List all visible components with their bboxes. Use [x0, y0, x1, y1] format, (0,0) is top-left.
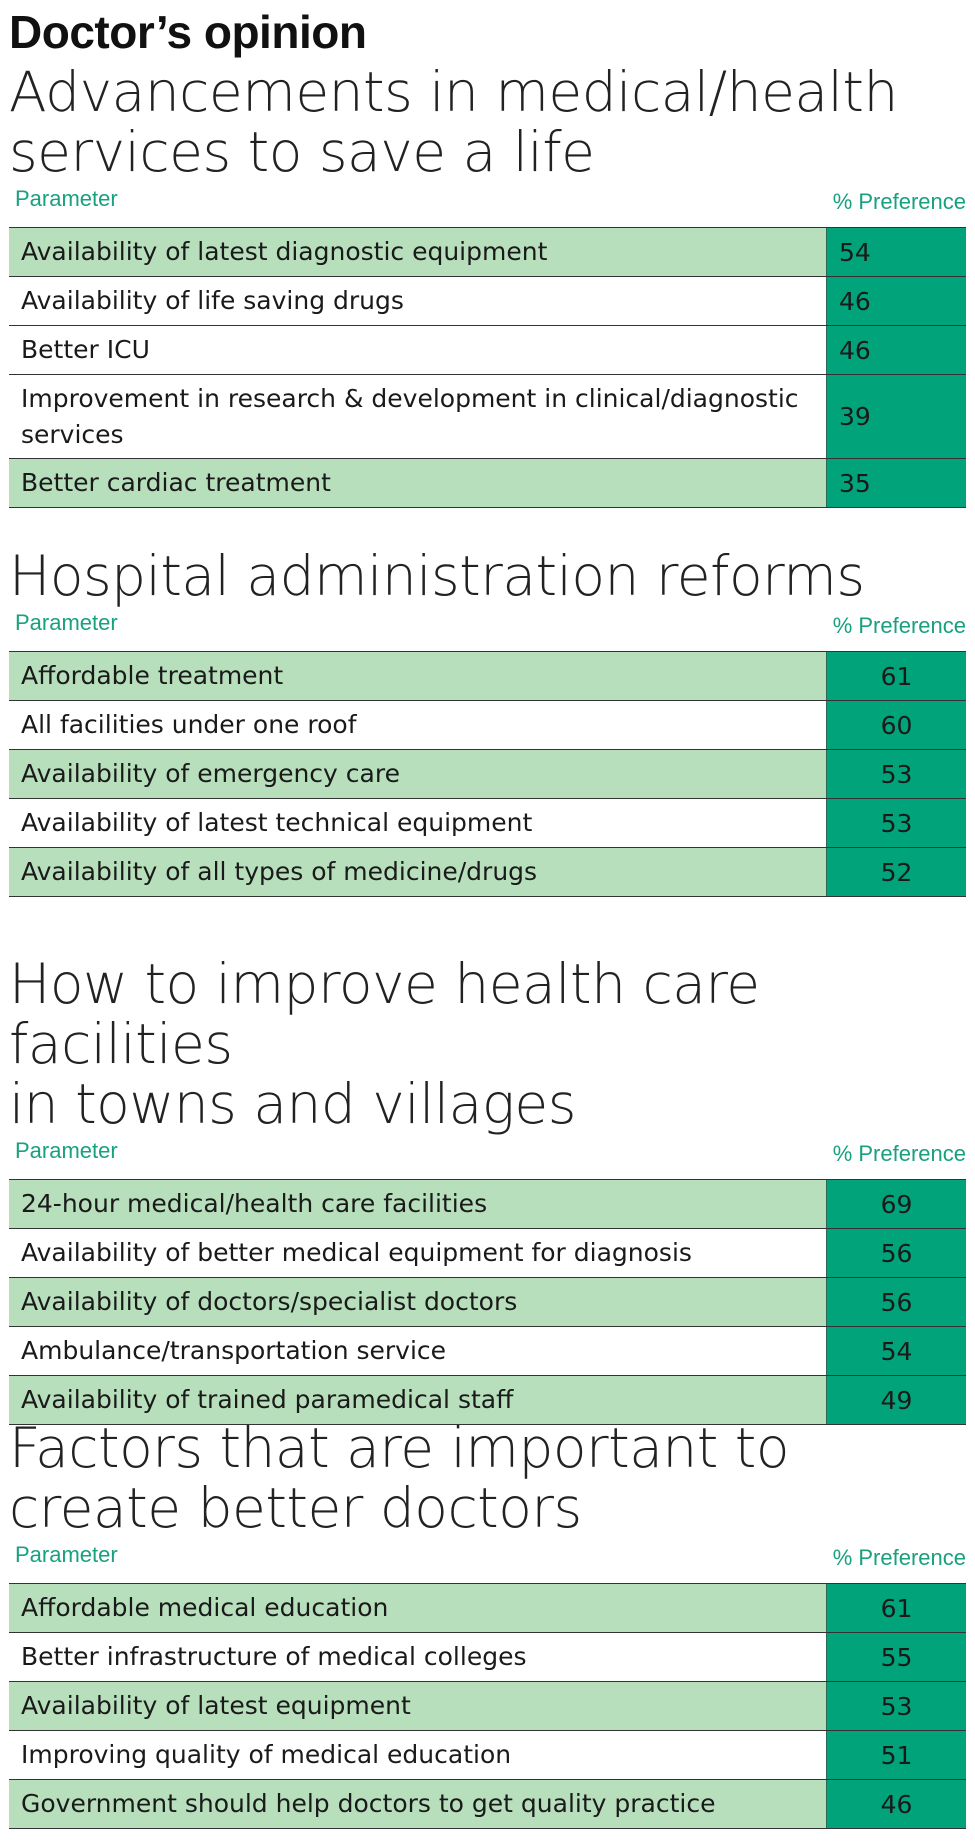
row-value: 51	[826, 1731, 966, 1779]
table-body: Affordable treatment 61 All facilities u…	[9, 651, 966, 897]
row-label: Availability of latest equipment	[9, 1682, 826, 1730]
row-value: 39	[826, 375, 966, 458]
table-section: Factors that are important to create bet…	[9, 1418, 966, 1829]
table-section: How to improve health care facilities in…	[9, 954, 966, 1425]
table-row: Improving quality of medical education 5…	[9, 1731, 966, 1780]
row-value: 61	[826, 1584, 966, 1632]
table-body: 24-hour medical/health care facilities 6…	[9, 1179, 966, 1425]
row-label: Availability of all types of medicine/dr…	[9, 848, 826, 896]
row-label: Better cardiac treatment	[9, 459, 826, 507]
section-title: Advancements in medical/health services …	[9, 60, 898, 184]
row-label: Ambulance/transportation service	[21, 1336, 447, 1365]
row-value: 55	[826, 1633, 966, 1681]
table-row: Availability of latest technical equipme…	[9, 799, 966, 848]
row-value: 35	[826, 459, 966, 507]
row-value: 54	[826, 1327, 966, 1375]
row-value: 46	[826, 1780, 966, 1828]
section-title: Hospital administration reforms	[9, 544, 865, 608]
table-row: Better infrastructure of medical college…	[9, 1633, 966, 1682]
table-row: Availability of trained paramedical staf…	[9, 1376, 966, 1425]
page-title: Doctor’s opinion	[9, 6, 367, 58]
row-label: All facilities under one roof	[21, 710, 357, 739]
table-section: Hospital administration reforms Paramete…	[9, 546, 966, 897]
table-header: Parameter % Preference	[9, 606, 966, 651]
table-row: Better ICU 46	[9, 326, 966, 375]
table-row: Government should help doctors to get qu…	[9, 1780, 966, 1829]
table-header: Parameter % Preference	[9, 1134, 966, 1179]
row-label: Availability of life saving drugs	[21, 286, 404, 315]
table-row: All facilities under one roof 60	[9, 701, 966, 750]
table-row: Better cardiac treatment 35	[9, 459, 966, 508]
row-label: Government should help doctors to get qu…	[9, 1780, 826, 1828]
row-label: Better ICU	[21, 335, 150, 364]
row-value: 53	[826, 750, 966, 798]
column-header-parameter: Parameter	[15, 1138, 118, 1163]
row-label: Availability of better medical equipment…	[21, 1238, 692, 1267]
table-row: Availability of doctors/specialist docto…	[9, 1278, 966, 1327]
row-label: Availability of latest diagnostic equipm…	[9, 228, 826, 276]
row-value: 60	[826, 701, 966, 749]
table-body: Affordable medical education 61 Better i…	[9, 1583, 966, 1829]
column-header-parameter: Parameter	[15, 1542, 118, 1567]
table-row: Availability of better medical equipment…	[9, 1229, 966, 1278]
row-label: Affordable treatment	[9, 652, 826, 700]
row-label: Improving quality of medical education	[21, 1740, 512, 1769]
row-label: Better infrastructure of medical college…	[21, 1642, 527, 1671]
row-value: 46	[826, 277, 966, 325]
table-row: Improvement in research & development in…	[9, 375, 966, 459]
table-row: Availability of emergency care 53	[9, 750, 966, 799]
column-header-preference: % Preference	[832, 613, 966, 638]
row-value: 69	[826, 1180, 966, 1228]
row-value: 52	[826, 848, 966, 896]
table-row: 24-hour medical/health care facilities 6…	[9, 1180, 966, 1229]
row-label: 24-hour medical/health care facilities	[9, 1180, 826, 1228]
table-row: Affordable treatment 61	[9, 652, 966, 701]
row-label: Improvement in research & development in…	[21, 383, 799, 449]
row-value: 53	[826, 799, 966, 847]
column-header-parameter: Parameter	[15, 610, 118, 635]
row-value: 53	[826, 1682, 966, 1730]
table-row: Availability of life saving drugs 46	[9, 277, 966, 326]
row-value: 56	[826, 1278, 966, 1326]
table-header: Parameter % Preference	[9, 182, 966, 227]
row-label: Affordable medical education	[9, 1584, 826, 1632]
row-value: 61	[826, 652, 966, 700]
column-header-preference: % Preference	[832, 1141, 966, 1166]
table-header: Parameter % Preference	[9, 1538, 966, 1583]
row-value: 46	[826, 326, 966, 374]
table-row: Availability of all types of medicine/dr…	[9, 848, 966, 897]
column-header-preference: % Preference	[832, 1545, 966, 1570]
row-label: Availability of emergency care	[9, 750, 826, 798]
column-header-parameter: Parameter	[15, 186, 118, 211]
table-body: Availability of latest diagnostic equipm…	[9, 227, 966, 508]
row-value: 56	[826, 1229, 966, 1277]
row-value: 49	[826, 1376, 966, 1424]
section-title: Factors that are important to create bet…	[9, 1416, 790, 1540]
table-row: Affordable medical education 61	[9, 1584, 966, 1633]
table-section: Advancements in medical/health services …	[9, 62, 966, 508]
table-row: Ambulance/transportation service 54	[9, 1327, 966, 1376]
row-label: Availability of doctors/specialist docto…	[9, 1278, 826, 1326]
table-row: Availability of latest equipment 53	[9, 1682, 966, 1731]
row-value: 54	[826, 228, 966, 276]
table-row: Availability of latest diagnostic equipm…	[9, 228, 966, 277]
row-label: Availability of trained paramedical staf…	[9, 1376, 826, 1424]
section-title: How to improve health care facilities in…	[9, 952, 760, 1136]
column-header-preference: % Preference	[832, 189, 966, 214]
row-label: Availability of latest technical equipme…	[21, 808, 533, 837]
